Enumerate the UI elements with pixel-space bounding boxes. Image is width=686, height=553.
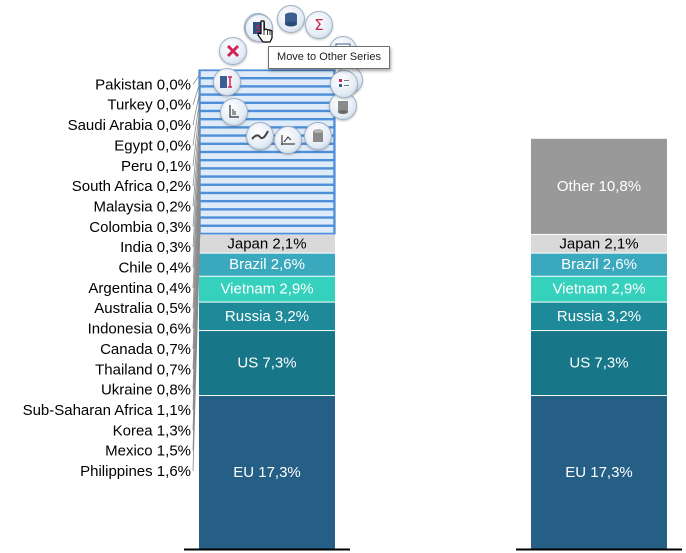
data-label-us-col2: US 7,3% <box>569 355 628 372</box>
segment-us-col1[interactable] <box>199 331 335 396</box>
label-sub-saharan-africa: Sub-Saharan Africa 1,1% <box>23 402 191 419</box>
svg-text:Σ: Σ <box>314 16 323 34</box>
label-argentina: Argentina 0,4% <box>88 280 191 297</box>
label-korea: Korea 1,3% <box>113 422 191 439</box>
label-colombia: Colombia 0,3% <box>89 219 191 236</box>
label-peru: Peru 0,1% <box>121 158 191 175</box>
label-egypt: Egypt 0,0% <box>114 137 191 154</box>
leader-line <box>192 131 201 227</box>
data-label-vietnam-col1: Vietnam 2,9% <box>220 281 313 298</box>
svg-text:S: S <box>256 24 262 35</box>
label-mexico: Mexico 1,5% <box>105 443 191 460</box>
label-philippines: Philippines 1,6% <box>80 463 191 480</box>
segment-us-col2[interactable] <box>531 331 667 396</box>
leader-line <box>192 147 201 268</box>
segment-brazil-col2[interactable] <box>531 253 667 276</box>
sum-icon[interactable]: Σ <box>305 11 333 39</box>
label-canada: Canada 0,7% <box>100 341 191 358</box>
label-australia: Australia 0,5% <box>94 300 191 317</box>
leader-line <box>192 98 201 146</box>
label-pakistan: Pakistan 0,0% <box>95 76 191 93</box>
database-icon[interactable] <box>277 5 305 33</box>
tooltip: Move to Other Series <box>268 46 390 69</box>
line-icon[interactable] <box>274 126 302 154</box>
label-saudi-arabia: Saudi Arabia 0,0% <box>68 117 191 134</box>
segment-japan-col1[interactable] <box>199 234 335 253</box>
segment-other-col2[interactable] <box>531 138 667 234</box>
data-label-eu-col1: EU 17,3% <box>233 464 301 481</box>
data-label-russia-col1: Russia 3,2% <box>225 308 309 325</box>
mouse-cursor-icon <box>257 20 273 43</box>
data-label-eu-col2: EU 17,3% <box>565 464 633 481</box>
segment-vietnam-col2[interactable] <box>531 276 667 302</box>
data-label-russia-col2: Russia 3,2% <box>557 308 641 325</box>
data-label-us-col1: US 7,3% <box>237 355 296 372</box>
segment-vietnam-col1[interactable] <box>199 276 335 302</box>
data-label-japan-col1: Japan 2,1% <box>227 235 306 252</box>
leader-line <box>192 73 201 85</box>
label-chile: Chile 0,4% <box>118 260 191 277</box>
segment-eu-col1[interactable] <box>199 396 335 549</box>
label-india: India 0,3% <box>120 239 191 256</box>
leader-line <box>192 156 201 288</box>
label-indonesia: Indonesia 0,6% <box>88 321 191 338</box>
leader-line <box>192 106 201 166</box>
data-label-brazil-col1: Brazil 2,6% <box>229 256 305 273</box>
axis-break-icon[interactable] <box>220 98 248 126</box>
data-label-vietnam-col2: Vietnam 2,9% <box>552 281 645 298</box>
leader-line <box>192 139 201 248</box>
segment-eu-col2[interactable] <box>531 396 667 549</box>
delete-icon[interactable] <box>219 37 247 65</box>
connector-icon[interactable] <box>246 122 274 150</box>
leader-line <box>192 172 201 329</box>
legend-icon[interactable] <box>330 70 358 98</box>
segment-japan-col2[interactable] <box>531 234 667 253</box>
leader-line <box>192 123 201 207</box>
data-label-japan-col2: Japan 2,1% <box>559 235 638 252</box>
segment-russia-col2[interactable] <box>531 302 667 331</box>
leader-line <box>192 180 201 349</box>
label-ukraine: Ukraine 0,8% <box>101 382 191 399</box>
gap-icon[interactable] <box>213 68 241 96</box>
leader-line <box>192 164 201 309</box>
data-label-other-col2: Other 10,8% <box>557 178 641 195</box>
leader-line <box>192 90 201 126</box>
leader-line <box>192 82 201 105</box>
label-malaysia: Malaysia 0,2% <box>93 198 191 215</box>
column-icon[interactable] <box>304 122 332 150</box>
label-turkey: Turkey 0,0% <box>107 97 191 114</box>
leader-line <box>192 188 201 370</box>
label-thailand: Thailand 0,7% <box>95 361 191 378</box>
data-label-brazil-col2: Brazil 2,6% <box>561 256 637 273</box>
label-south-africa: South Africa 0,2% <box>72 178 191 195</box>
segment-russia-col1[interactable] <box>199 302 335 331</box>
leader-line <box>192 115 201 187</box>
segment-brazil-col1[interactable] <box>199 253 335 276</box>
